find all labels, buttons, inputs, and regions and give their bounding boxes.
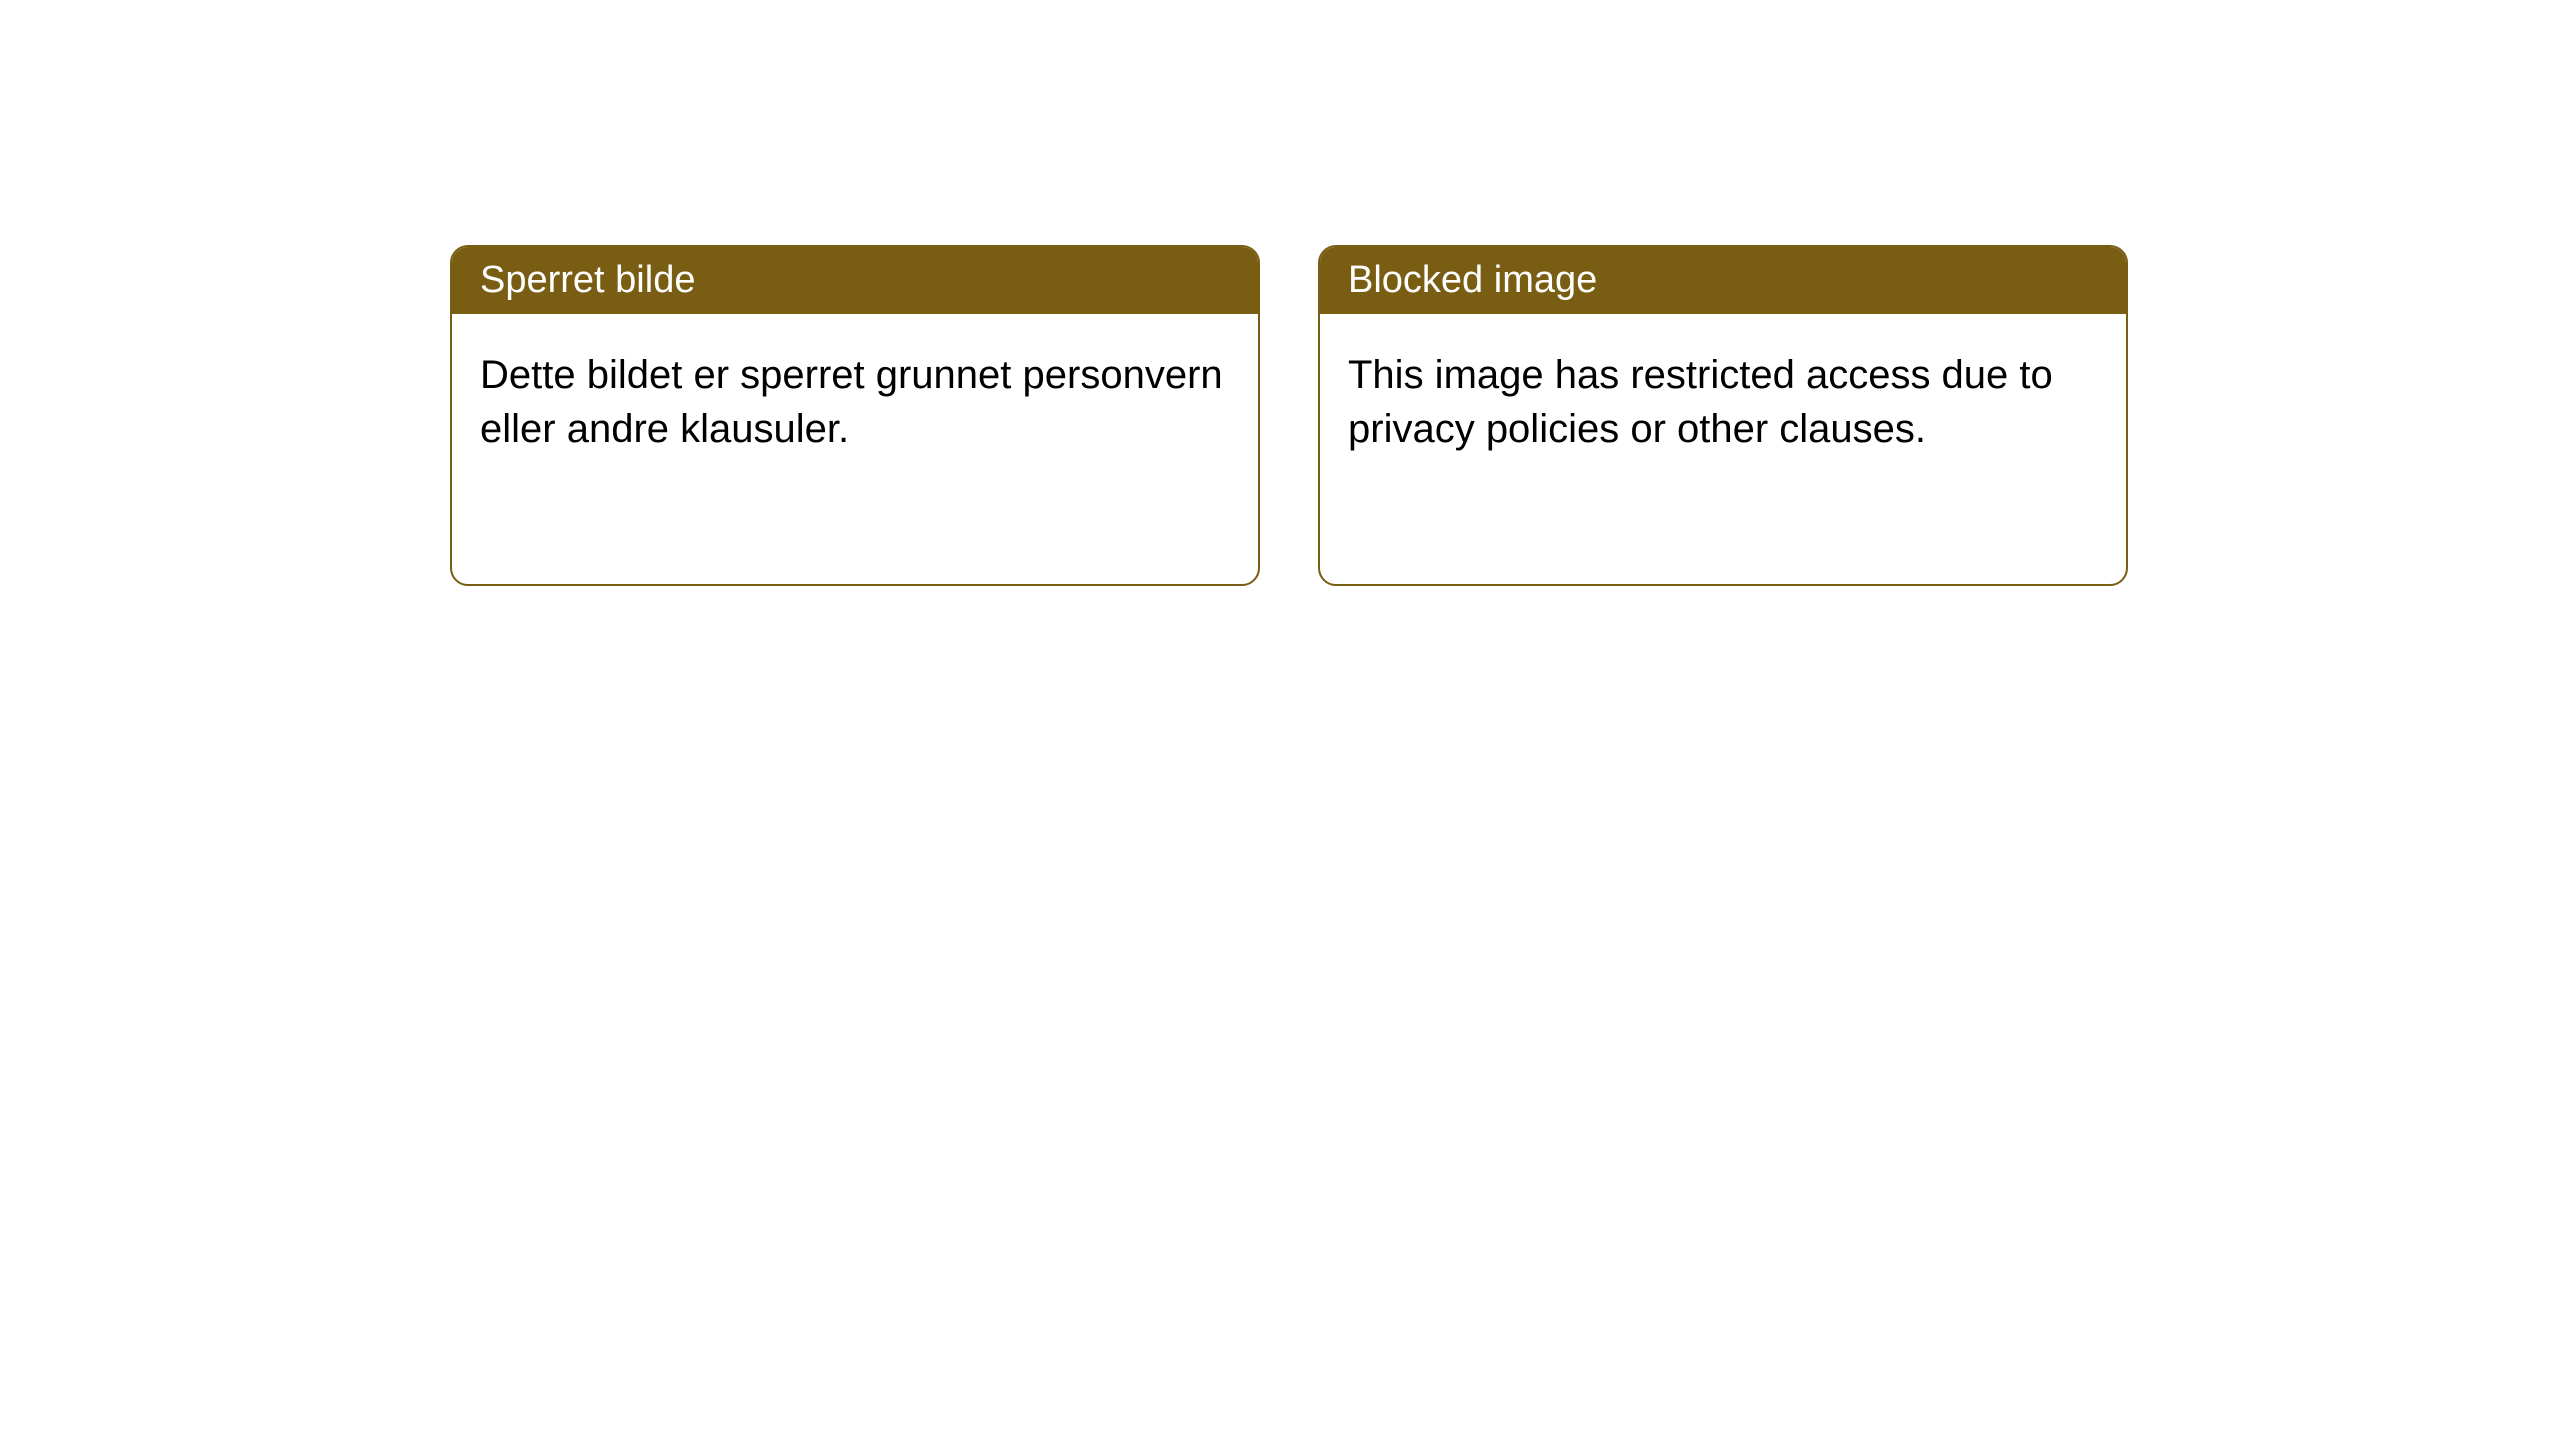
notice-container: Sperret bilde Dette bildet er sperret gr…	[450, 245, 2128, 586]
notice-title-en: Blocked image	[1320, 247, 2126, 314]
notice-title-no: Sperret bilde	[452, 247, 1258, 314]
notice-body-en: This image has restricted access due to …	[1320, 314, 2126, 584]
notice-body-no: Dette bildet er sperret grunnet personve…	[452, 314, 1258, 584]
notice-card-en: Blocked image This image has restricted …	[1318, 245, 2128, 586]
notice-card-no: Sperret bilde Dette bildet er sperret gr…	[450, 245, 1260, 586]
